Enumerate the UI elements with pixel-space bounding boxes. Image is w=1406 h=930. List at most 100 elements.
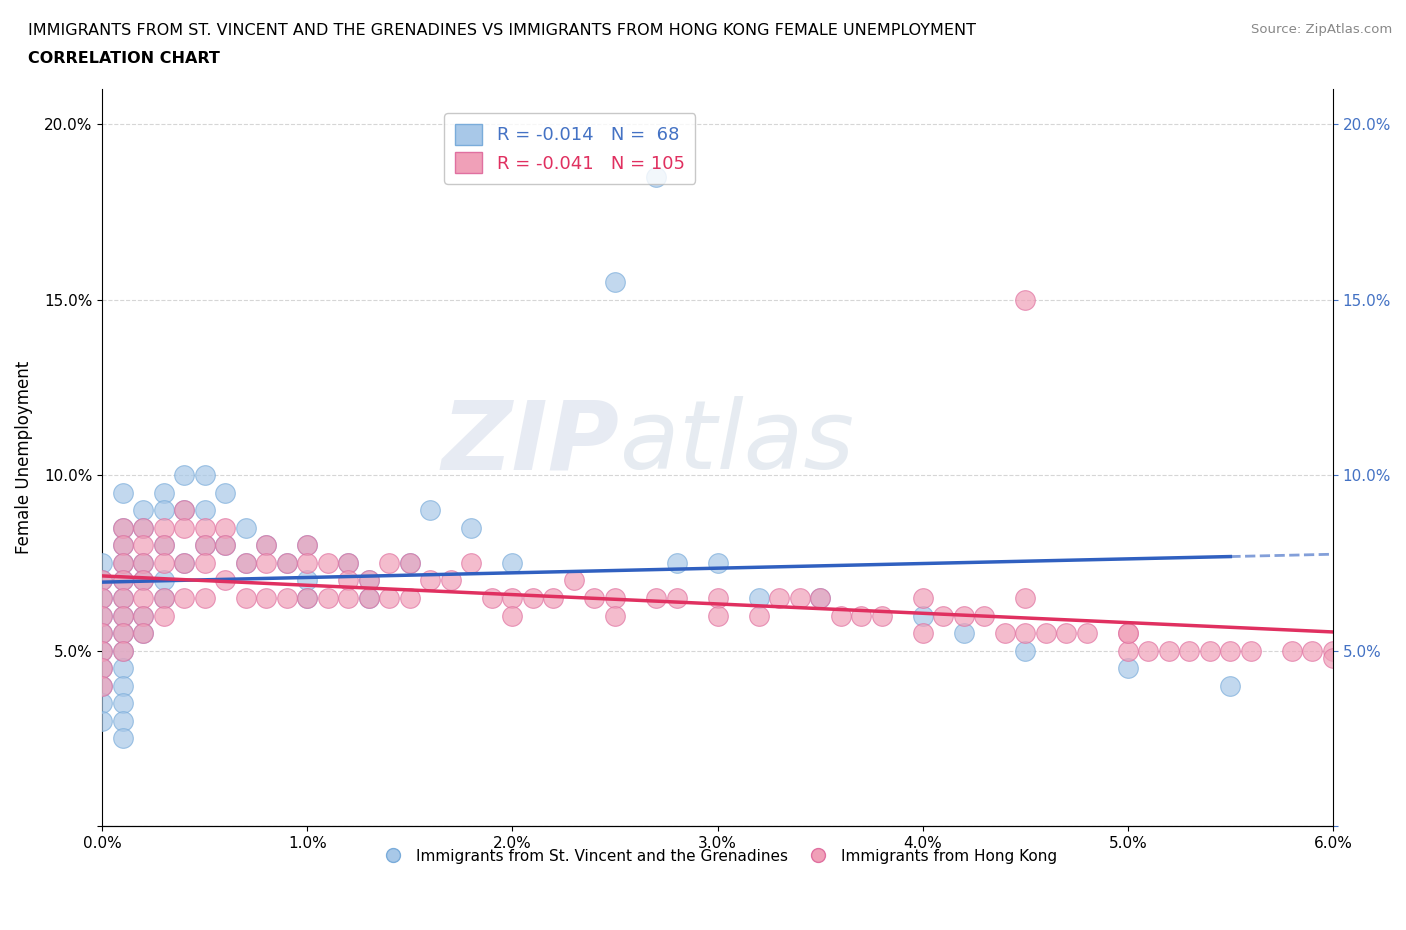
Point	[152, 521, 174, 536]
Point	[132, 608, 155, 623]
Point	[111, 555, 134, 570]
Point	[235, 555, 257, 570]
Point	[173, 555, 195, 570]
Text: IMMIGRANTS FROM ST. VINCENT AND THE GRENADINES VS IMMIGRANTS FROM HONG KONG FEMA: IMMIGRANTS FROM ST. VINCENT AND THE GREN…	[28, 23, 976, 38]
Point	[1137, 644, 1160, 658]
Point	[235, 591, 257, 605]
Point	[378, 555, 401, 570]
Point	[111, 608, 134, 623]
Point	[1116, 626, 1139, 641]
Point	[748, 591, 770, 605]
Point	[214, 573, 236, 588]
Point	[1240, 644, 1263, 658]
Point	[254, 538, 277, 552]
Point	[91, 644, 114, 658]
Point	[132, 608, 155, 623]
Point	[481, 591, 503, 605]
Point	[583, 591, 606, 605]
Point	[297, 591, 319, 605]
Point	[316, 591, 339, 605]
Point	[316, 555, 339, 570]
Point	[1116, 644, 1139, 658]
Point	[748, 608, 770, 623]
Point	[194, 538, 217, 552]
Point	[337, 573, 360, 588]
Legend: Immigrants from St. Vincent and the Grenadines, Immigrants from Hong Kong: Immigrants from St. Vincent and the Gren…	[371, 843, 1063, 870]
Point	[235, 555, 257, 570]
Point	[111, 591, 134, 605]
Point	[276, 591, 298, 605]
Point	[152, 608, 174, 623]
Point	[194, 521, 217, 536]
Point	[706, 555, 728, 570]
Point	[152, 503, 174, 518]
Point	[911, 591, 934, 605]
Point	[603, 591, 626, 605]
Point	[1157, 644, 1180, 658]
Point	[132, 503, 155, 518]
Point	[194, 503, 217, 518]
Point	[849, 608, 872, 623]
Text: ZIP: ZIP	[441, 396, 619, 489]
Point	[173, 468, 195, 483]
Point	[214, 538, 236, 552]
Point	[111, 644, 134, 658]
Point	[152, 485, 174, 500]
Point	[645, 169, 668, 184]
Point	[706, 608, 728, 623]
Point	[357, 591, 380, 605]
Point	[808, 591, 831, 605]
Point	[254, 538, 277, 552]
Point	[254, 591, 277, 605]
Point	[132, 591, 155, 605]
Point	[173, 591, 195, 605]
Point	[1014, 626, 1036, 641]
Point	[994, 626, 1017, 641]
Point	[132, 521, 155, 536]
Point	[808, 591, 831, 605]
Point	[603, 608, 626, 623]
Point	[1219, 678, 1241, 693]
Point	[440, 573, 463, 588]
Point	[91, 591, 114, 605]
Point	[952, 626, 974, 641]
Point	[152, 538, 174, 552]
Point	[111, 608, 134, 623]
Point	[1116, 660, 1139, 675]
Point	[337, 555, 360, 570]
Point	[111, 644, 134, 658]
Point	[152, 591, 174, 605]
Point	[830, 608, 852, 623]
Point	[460, 555, 482, 570]
Point	[254, 555, 277, 570]
Point	[399, 591, 422, 605]
Point	[152, 591, 174, 605]
Point	[276, 555, 298, 570]
Point	[399, 555, 422, 570]
Point	[214, 538, 236, 552]
Point	[132, 573, 155, 588]
Point	[173, 555, 195, 570]
Point	[111, 521, 134, 536]
Point	[1301, 644, 1323, 658]
Point	[297, 555, 319, 570]
Point	[501, 608, 523, 623]
Point	[501, 591, 523, 605]
Point	[214, 521, 236, 536]
Point	[357, 573, 380, 588]
Point	[1219, 644, 1241, 658]
Point	[152, 555, 174, 570]
Point	[91, 678, 114, 693]
Point	[870, 608, 893, 623]
Point	[173, 503, 195, 518]
Point	[297, 573, 319, 588]
Point	[645, 591, 668, 605]
Point	[501, 555, 523, 570]
Point	[1014, 591, 1036, 605]
Point	[357, 591, 380, 605]
Point	[522, 591, 544, 605]
Text: atlas: atlas	[619, 396, 853, 489]
Point	[111, 538, 134, 552]
Point	[932, 608, 955, 623]
Point	[173, 503, 195, 518]
